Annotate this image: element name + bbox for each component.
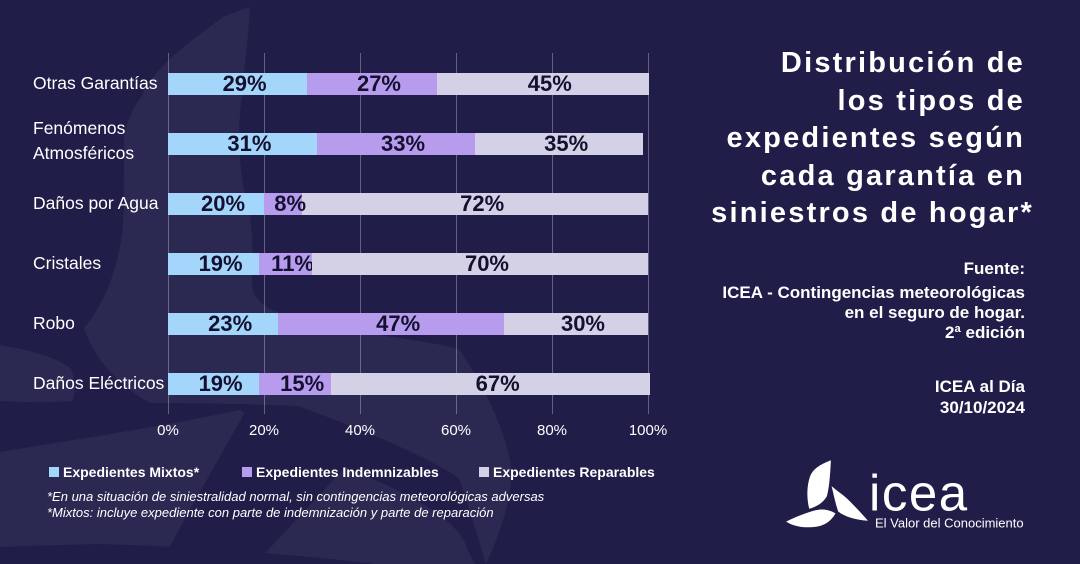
svg-text:El Valor del Conocimiento: El Valor del Conocimiento bbox=[875, 516, 1024, 531]
svg-text:icea: icea bbox=[869, 465, 969, 522]
